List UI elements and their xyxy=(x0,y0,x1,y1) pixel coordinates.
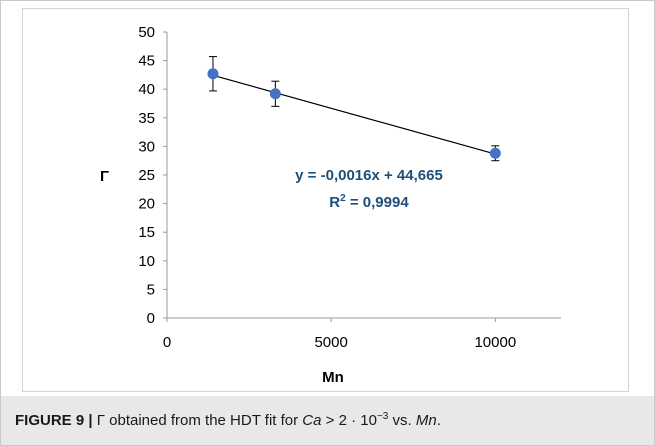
data-point xyxy=(269,88,281,100)
y-tick-label: 40 xyxy=(138,81,155,98)
y-tick-label: 30 xyxy=(138,138,155,155)
trendline xyxy=(212,74,496,155)
y-tick-label: 45 xyxy=(138,53,155,70)
y-tick-label: 10 xyxy=(138,253,155,270)
chart-marks xyxy=(207,56,501,162)
trendline-equation: y = -0,0016x + 44,665 xyxy=(295,167,443,184)
y-tick-label: 15 xyxy=(138,224,155,241)
caption-text-3: vs. xyxy=(388,412,416,429)
y-tick-labels: 0 5 10 15 20 25 30 35 40 45 50 xyxy=(138,24,155,327)
caption-strip: FIGURE 9 | Γ obtained from the HDT fit f… xyxy=(1,396,654,445)
y-axis-title: Γ xyxy=(100,168,109,185)
y-tick-label: 20 xyxy=(138,196,155,213)
x-tick-label: 10000 xyxy=(474,334,516,351)
y-tick-label: 5 xyxy=(147,281,155,298)
caption-ca: Ca xyxy=(302,412,322,429)
r-squared-label: R2 = 0,9994 xyxy=(329,193,409,211)
y-tick-label: 0 xyxy=(147,310,155,327)
figure-label: FIGURE 9 | xyxy=(15,412,93,429)
caption-exponent: −3 xyxy=(376,411,389,422)
figure-caption: FIGURE 9 | Γ obtained from the HDT fit f… xyxy=(15,411,441,430)
x-tick-label: 0 xyxy=(163,334,171,351)
x-tick-label: 5000 xyxy=(314,334,347,351)
x-axis-title: Mn xyxy=(322,369,344,386)
y-tick-label: 50 xyxy=(138,24,155,41)
data-point xyxy=(489,147,501,159)
r-squared-exponent: 2 xyxy=(340,193,346,204)
caption-mn: Mn xyxy=(415,412,437,429)
scatter-chart: 0 5 10 15 20 25 30 35 40 45 50 0 5000 10000 Γ Mn y =… xyxy=(100,24,561,386)
caption-text-2: > 2 · 10 xyxy=(321,412,377,429)
r-squared-prefix: R xyxy=(329,194,340,211)
caption-text-1: Γ obtained from the HDT fit for xyxy=(92,412,303,429)
y-tick-label: 25 xyxy=(138,167,155,184)
y-tick-label: 35 xyxy=(138,110,155,127)
data-point xyxy=(207,68,219,80)
axes xyxy=(163,31,561,322)
plot-area xyxy=(22,8,629,392)
r-squared-value: = 0,9994 xyxy=(346,194,410,211)
x-tick-labels: 0 5000 10000 xyxy=(163,334,516,351)
caption-text-4: . xyxy=(436,412,441,429)
